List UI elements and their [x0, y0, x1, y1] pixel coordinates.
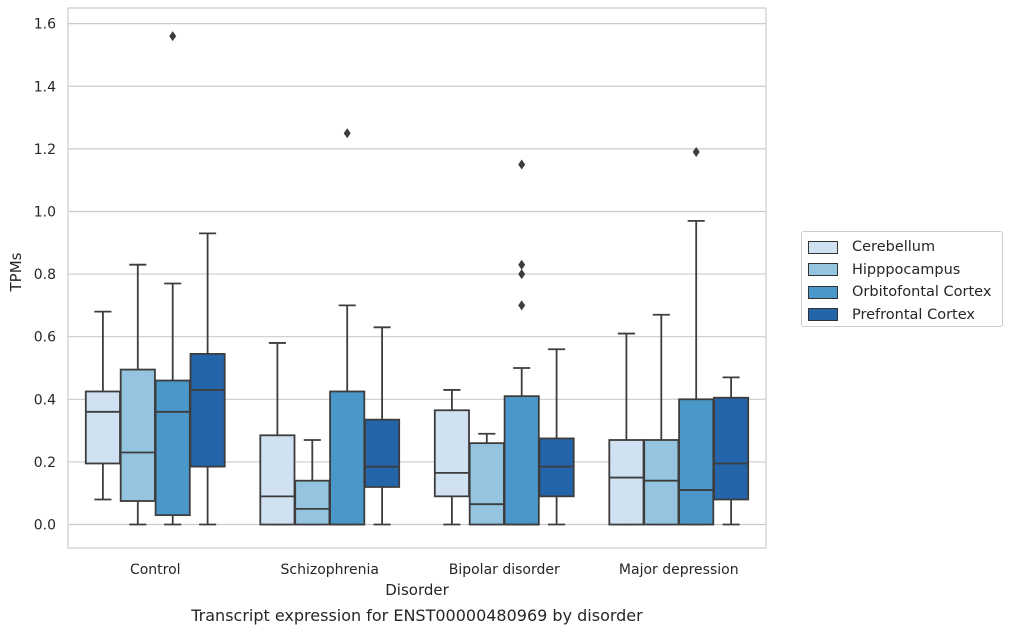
box	[364, 418, 401, 488]
box	[84, 390, 121, 465]
legend-item-prefrontal-cortex: Prefrontal Cortex	[808, 304, 1002, 327]
box	[468, 442, 505, 526]
y-tick-labels: 0.0 0.2 0.4 0.6 0.8 1.0 1.2 1.4 1.6	[34, 17, 56, 534]
y-tick-label: 1.6	[34, 17, 56, 33]
box-group	[713, 376, 750, 526]
x-tick-label: Major depression	[619, 562, 739, 578]
plot-frame	[67, 7, 767, 549]
box-group	[154, 31, 191, 526]
box-group	[538, 348, 575, 526]
box	[189, 353, 226, 468]
legend-item-hippocampus: Hipppocampus	[808, 259, 1002, 282]
x-tick-labels: Control Schizophrenia Bipolar disorder Majo…	[130, 562, 739, 578]
box-group	[503, 159, 540, 526]
legend-label: Hipppocampus	[852, 261, 961, 278]
outlier-point	[692, 147, 700, 157]
outlier-point	[518, 269, 526, 280]
outlier-point	[518, 159, 526, 170]
legend-swatch-orbitofrontal-cortex	[808, 285, 838, 299]
box	[643, 439, 680, 526]
outlier-point	[518, 300, 526, 311]
box	[608, 439, 645, 526]
legend-label: Cerebellum	[852, 239, 936, 256]
y-tick-label: 1.2	[34, 142, 56, 158]
outlier-point	[343, 128, 351, 139]
box-group	[84, 310, 121, 501]
box	[433, 409, 470, 498]
legend-swatch-cerebellum	[808, 240, 838, 254]
legend-swatch-prefrontal-cortex	[808, 308, 838, 322]
box	[503, 395, 540, 526]
y-tick-label: 1.4	[34, 79, 56, 95]
chart-caption: Transcript expression for ENST0000048096…	[191, 606, 643, 625]
box-group	[329, 128, 366, 526]
legend-label: Orbitofontal Cortex	[852, 284, 992, 301]
box-group	[608, 332, 645, 526]
box-group	[468, 432, 505, 526]
box	[678, 398, 715, 526]
box-group	[189, 232, 226, 526]
legend-swatch-hippocampus	[808, 263, 838, 277]
outlier-point	[518, 259, 526, 270]
box	[259, 434, 296, 526]
y-tick-label: 0.8	[34, 267, 56, 283]
box	[329, 390, 366, 526]
y-axis-label: TPMs	[7, 252, 25, 292]
x-tick-label: Bipolar disorder	[449, 562, 560, 578]
box	[713, 396, 750, 501]
y-tick-label: 0.6	[34, 330, 56, 346]
legend-item-cerebellum: Cerebellum	[808, 236, 1002, 259]
x-tick-label: Schizophrenia	[281, 562, 379, 578]
legend: Cerebellum Hipppocampus Orbitofontal Cor…	[801, 231, 1003, 327]
box-group	[119, 263, 156, 526]
legend-label: Prefrontal Cortex	[852, 306, 975, 323]
y-tick-label: 0.4	[34, 392, 56, 408]
y-tick-label: 0.2	[34, 455, 56, 471]
box-group	[259, 342, 296, 526]
box-group	[433, 389, 470, 526]
outlier-point	[169, 31, 177, 42]
box-group	[294, 439, 331, 526]
box-group	[364, 326, 401, 526]
y-tick-label: 1.0	[34, 204, 56, 220]
box-group	[643, 313, 680, 526]
x-tick-label: Control	[130, 562, 181, 578]
box-plots	[84, 31, 750, 526]
x-axis-label: Disorder	[385, 581, 449, 599]
y-tick-label: 0.0	[34, 518, 56, 534]
box-group	[678, 147, 715, 526]
box	[294, 479, 331, 526]
legend-item-orbitofrontal-cortex: Orbitofontal Cortex	[808, 281, 1002, 304]
box	[154, 379, 191, 517]
box	[119, 368, 156, 502]
